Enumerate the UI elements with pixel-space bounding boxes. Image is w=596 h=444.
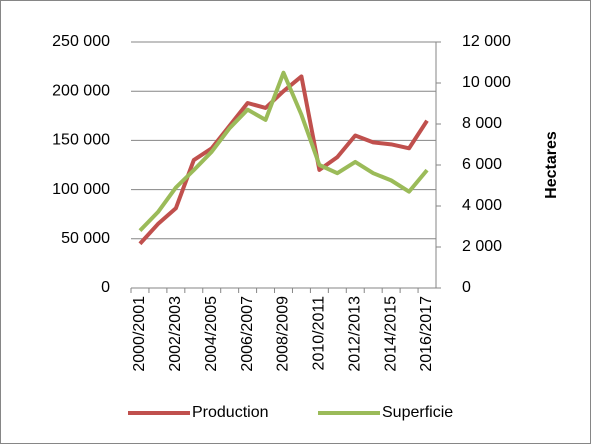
x-tick-label: 2012/2013	[346, 296, 363, 372]
y2-tick-label: 4 000	[462, 197, 502, 214]
y2-tick-label: 0	[462, 279, 471, 296]
x-tick-label: 2010/2011	[311, 296, 328, 371]
legend-label: Production	[192, 404, 269, 421]
y2-tick-label: 10 000	[462, 74, 511, 91]
y2-tick-label: 6 000	[462, 156, 502, 173]
y-tick-label: 250 000	[52, 33, 110, 50]
y-tick-label: 100 000	[52, 181, 110, 198]
x-tick-label: 2016/2017	[418, 296, 435, 372]
y2-axis-label: Hectares	[543, 131, 560, 199]
y-tick-label: 50 000	[61, 230, 110, 247]
y-tick-label: 150 000	[52, 132, 110, 149]
y2-tick-label: 2 000	[462, 238, 502, 255]
x-tick-label: 2004/2005	[203, 296, 220, 372]
x-tick-label: 2000/2001	[131, 296, 148, 372]
y-tick-label: 200 000	[52, 82, 110, 99]
x-tick-label: 2014/2015	[382, 296, 399, 372]
series-line	[138, 70, 429, 232]
x-tick-label: 2006/2007	[239, 296, 256, 372]
x-tick-label: 2008/2009	[275, 296, 292, 372]
y-tick-label: 0	[101, 279, 110, 296]
x-tick-label: 2002/2003	[167, 296, 184, 372]
y2-tick-label: 12 000	[462, 33, 511, 50]
y2-tick-label: 8 000	[462, 115, 502, 132]
legend-label: Superficie	[382, 404, 453, 421]
